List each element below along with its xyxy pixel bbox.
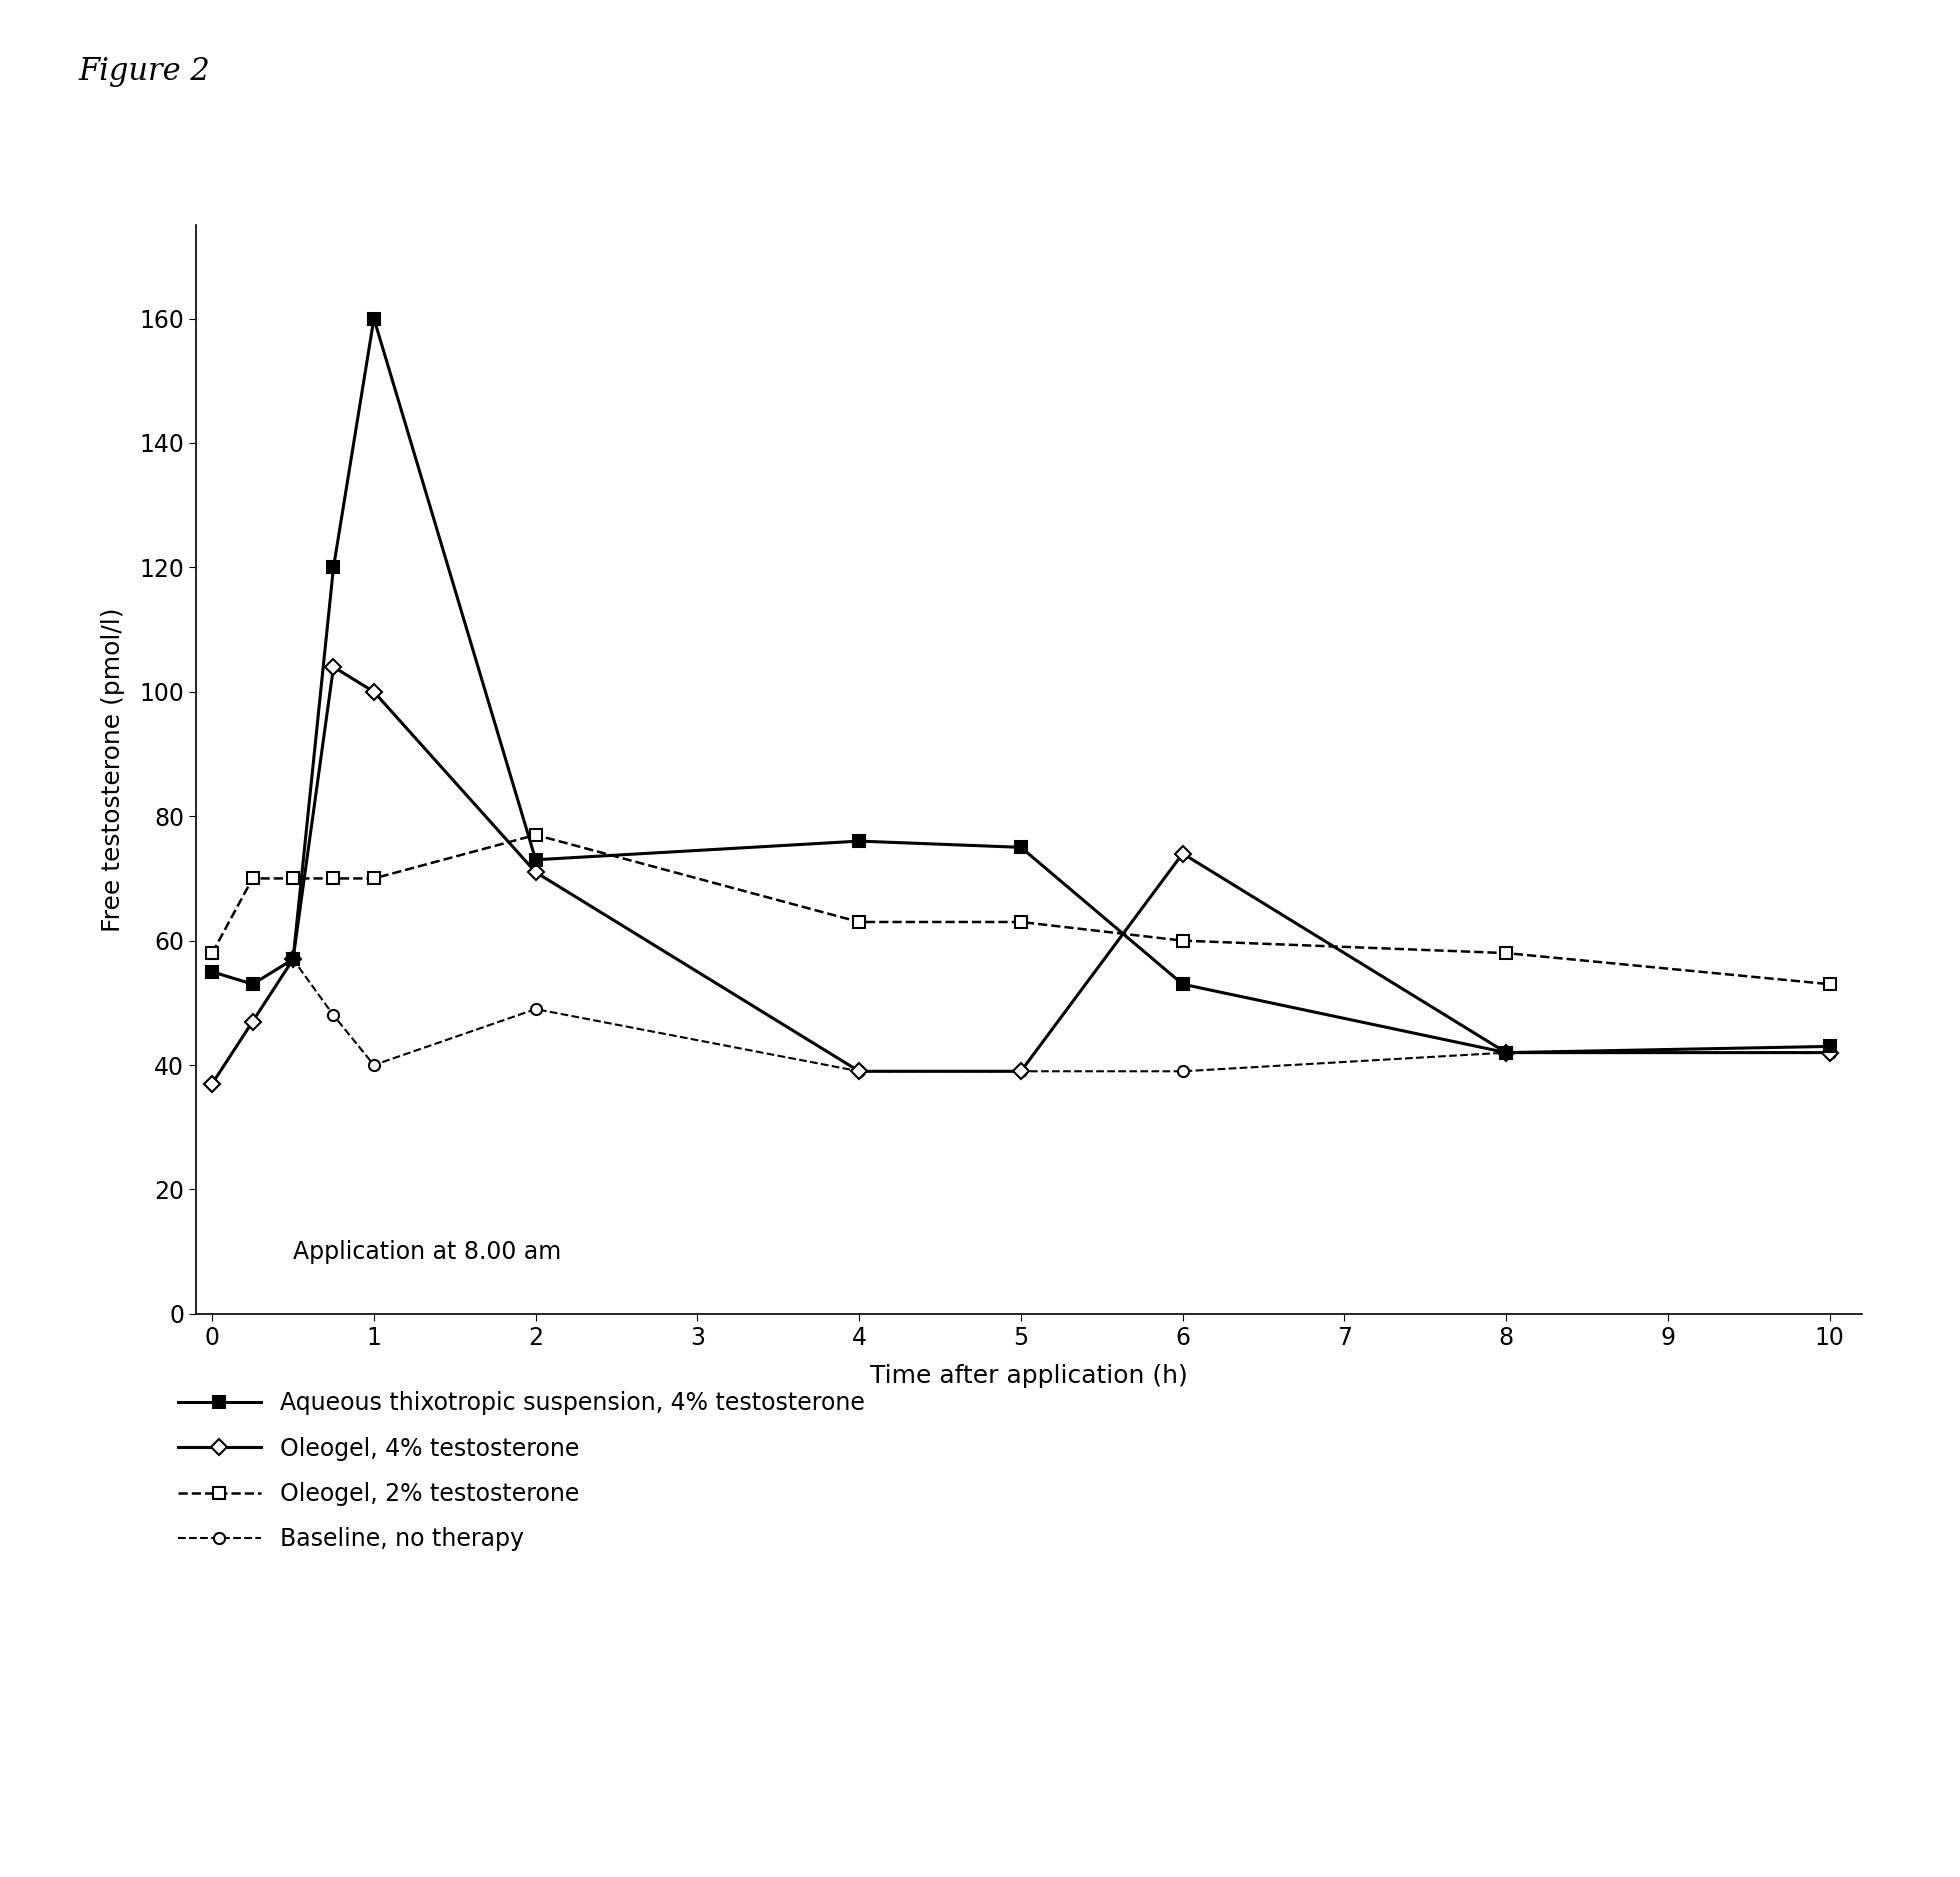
Text: Figure 2: Figure 2 [78, 56, 210, 88]
Legend: Aqueous thixotropic suspension, 4% testosterone, Oleogel, 4% testosterone, Oleog: Aqueous thixotropic suspension, 4% testo… [169, 1381, 874, 1560]
Text: Application at 8.00 am: Application at 8.00 am [294, 1241, 561, 1263]
X-axis label: Time after application (h): Time after application (h) [870, 1363, 1188, 1387]
Y-axis label: Free testosterone (pmol/l): Free testosterone (pmol/l) [102, 608, 125, 931]
